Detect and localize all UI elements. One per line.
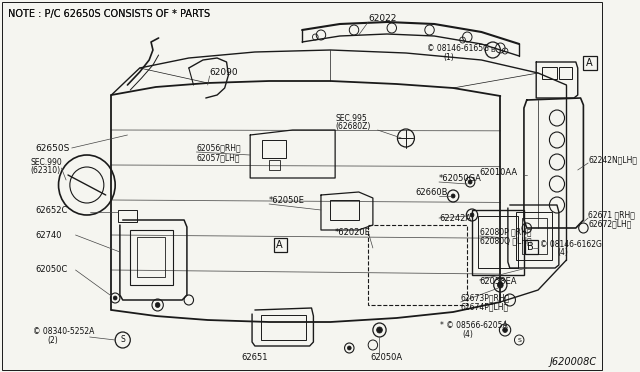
Text: NOTE : P/C 62650S CONSISTS OF * PARTS: NOTE : P/C 62650S CONSISTS OF * PARTS xyxy=(8,9,210,19)
Text: (62680Z): (62680Z) xyxy=(335,122,371,131)
Text: A: A xyxy=(276,240,283,250)
Text: (62310): (62310) xyxy=(30,166,60,174)
Bar xyxy=(542,67,557,79)
Text: 62080Q 〈LH〉: 62080Q 〈LH〉 xyxy=(479,237,531,246)
Circle shape xyxy=(156,302,160,308)
Text: 62740: 62740 xyxy=(36,231,62,240)
Bar xyxy=(584,56,596,70)
Text: 62058EA: 62058EA xyxy=(479,278,517,286)
Text: 62652C: 62652C xyxy=(36,205,68,215)
Text: S: S xyxy=(517,337,521,343)
Bar xyxy=(477,216,518,268)
Text: B: B xyxy=(490,47,495,53)
Circle shape xyxy=(468,180,472,184)
Text: 62674P〈LH〉: 62674P〈LH〉 xyxy=(461,302,509,311)
Text: 62022: 62022 xyxy=(368,13,397,22)
Bar xyxy=(368,225,467,305)
Text: A: A xyxy=(586,58,593,68)
Text: 62056〈RH〉: 62056〈RH〉 xyxy=(196,144,241,153)
Bar xyxy=(516,212,552,260)
Bar xyxy=(118,210,137,222)
Text: 62057〈LH〉: 62057〈LH〉 xyxy=(196,154,240,163)
Text: SEC.995: SEC.995 xyxy=(335,113,367,122)
Text: © 08340-5252A: © 08340-5252A xyxy=(33,327,95,337)
Text: 62010AA: 62010AA xyxy=(479,167,518,176)
Bar xyxy=(559,67,572,79)
Circle shape xyxy=(502,327,508,333)
Text: © 08146-6162G: © 08146-6162G xyxy=(540,240,602,248)
Bar xyxy=(262,140,286,158)
Text: 62673P〈RH〉: 62673P〈RH〉 xyxy=(461,294,510,302)
Bar xyxy=(472,210,524,275)
Text: *62050E: *62050E xyxy=(269,196,305,205)
Text: J620008C: J620008C xyxy=(550,357,596,367)
Text: 62242N〈LH〉: 62242N〈LH〉 xyxy=(588,155,637,164)
Text: NOTE : P/C 62650S CONSISTS OF * PARTS: NOTE : P/C 62650S CONSISTS OF * PARTS xyxy=(8,9,210,19)
Text: 62090: 62090 xyxy=(209,67,238,77)
Circle shape xyxy=(377,327,382,333)
Circle shape xyxy=(348,346,351,350)
Bar xyxy=(131,230,173,285)
Bar xyxy=(522,218,547,254)
Text: SEC.990: SEC.990 xyxy=(30,157,62,167)
Circle shape xyxy=(470,213,474,217)
Text: 62050A: 62050A xyxy=(370,353,402,362)
Circle shape xyxy=(113,296,117,300)
Text: (1): (1) xyxy=(444,52,454,61)
Text: *62020E: *62020E xyxy=(335,228,371,237)
Text: 62672〈LH〉: 62672〈LH〉 xyxy=(588,219,632,228)
Text: (4): (4) xyxy=(557,247,568,257)
Text: (2): (2) xyxy=(47,337,58,346)
Text: 62660B: 62660B xyxy=(415,187,448,196)
Text: * © 08566-6205A: * © 08566-6205A xyxy=(440,321,508,330)
Bar xyxy=(260,315,306,340)
Bar xyxy=(525,240,538,254)
Bar xyxy=(274,238,287,252)
Bar xyxy=(137,237,165,277)
Text: B: B xyxy=(527,242,534,252)
Text: (4): (4) xyxy=(463,330,474,339)
Text: © 08146-6165G: © 08146-6165G xyxy=(427,44,489,52)
Text: 62650S: 62650S xyxy=(36,144,70,153)
Text: 62671 〈RH〉: 62671 〈RH〉 xyxy=(588,211,635,219)
Text: 62080P 〈RH〉: 62080P 〈RH〉 xyxy=(479,228,531,237)
Text: S: S xyxy=(120,336,125,344)
Bar xyxy=(330,200,359,220)
Text: *62050GA: *62050GA xyxy=(439,173,482,183)
Text: 62651: 62651 xyxy=(242,353,268,362)
Circle shape xyxy=(497,282,503,288)
Text: 62242A: 62242A xyxy=(439,214,471,222)
Bar xyxy=(269,160,280,170)
Circle shape xyxy=(451,194,455,198)
Text: 62050C: 62050C xyxy=(36,266,68,275)
